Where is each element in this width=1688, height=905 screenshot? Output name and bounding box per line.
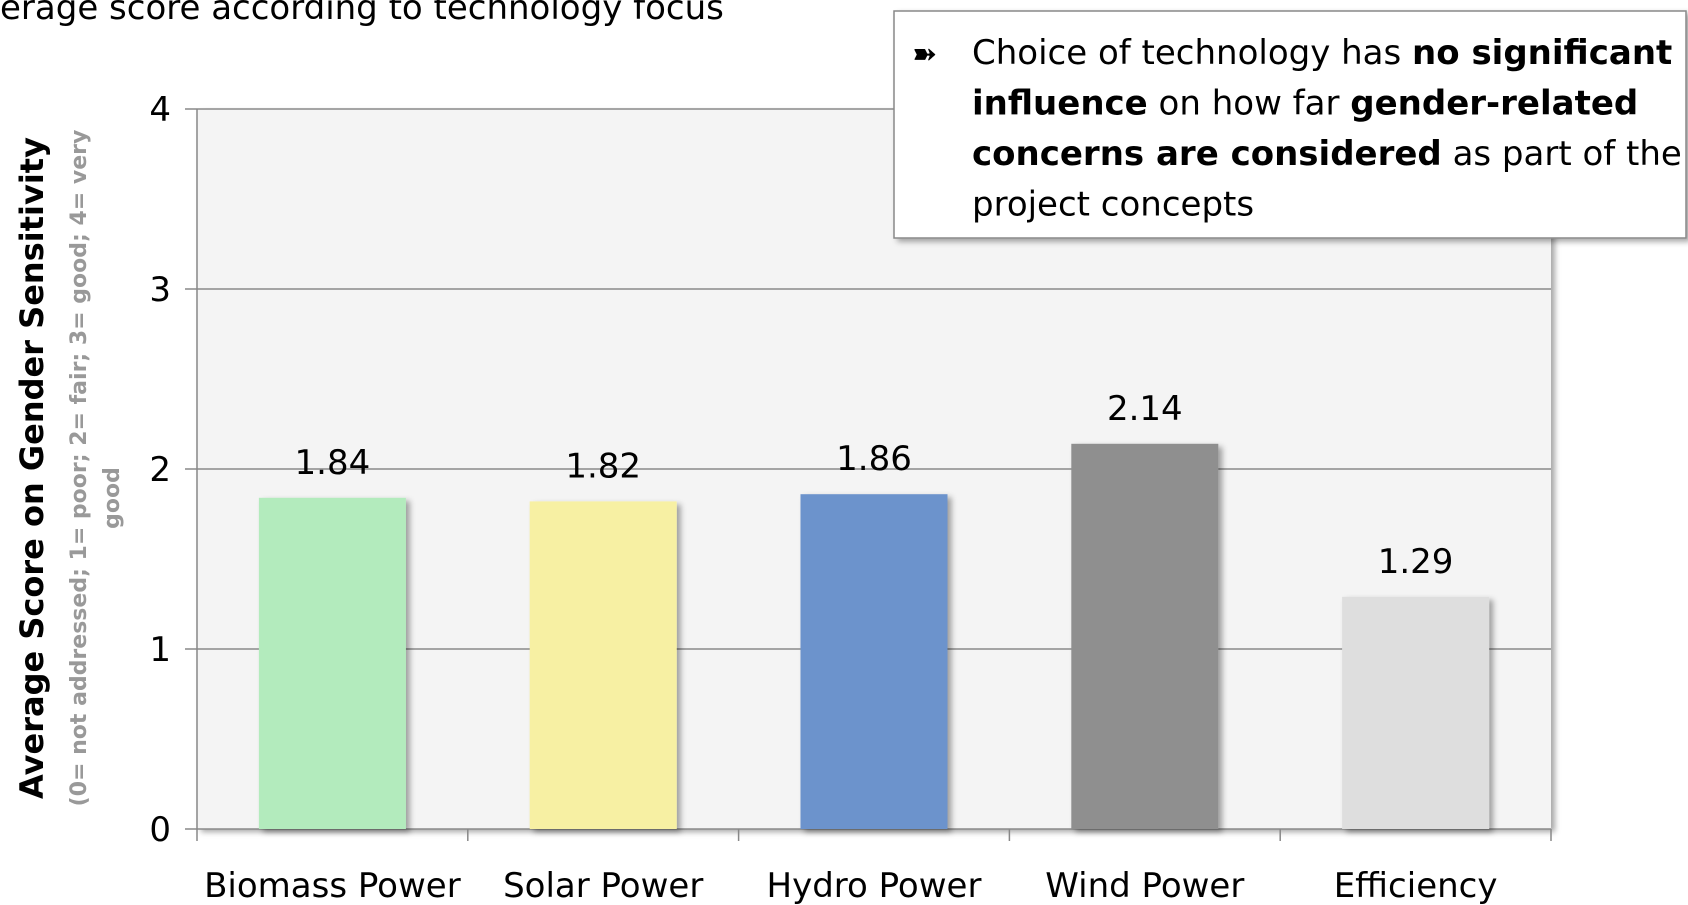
value-label: 1.29 xyxy=(1378,542,1454,582)
bar xyxy=(1342,596,1490,829)
x-tick-label: Efficiency xyxy=(1334,866,1498,905)
annotation-text: project concepts xyxy=(972,185,1254,225)
annotation-text: Choice of technology has xyxy=(972,33,1412,73)
annotation-text: no significant xyxy=(1412,33,1672,73)
value-label: 2.14 xyxy=(1107,389,1183,429)
bar xyxy=(258,497,406,829)
y-tick-label: 1 xyxy=(149,630,171,670)
annotation-text: on how far xyxy=(1148,84,1351,124)
annotation-text: concerns are considered xyxy=(972,134,1442,174)
y-tick-label: 4 xyxy=(149,90,171,130)
y-tick-label: 0 xyxy=(149,810,171,850)
annotation-text: influence xyxy=(972,84,1148,124)
x-tick-label: Wind Power xyxy=(1045,866,1244,905)
annotation-line: influence on how far gender-related xyxy=(972,84,1638,124)
annotation-line: Choice of technology has no significant xyxy=(972,33,1672,73)
annotation-text: gender-related xyxy=(1350,84,1638,124)
y-axis-sublabel: (0= not addressed; 1= poor; 2= fair; 3= … xyxy=(67,130,92,807)
value-label: 1.86 xyxy=(836,439,912,479)
annotation-bullet: ➽ xyxy=(912,37,937,72)
bar xyxy=(1071,443,1219,829)
y-tick-label: 3 xyxy=(149,270,171,310)
x-tick-label: Solar Power xyxy=(503,866,703,905)
annotation-box xyxy=(893,10,1687,239)
bar xyxy=(529,501,677,829)
y-axis-label: Average Score on Gender Sensitivity xyxy=(13,137,51,799)
annotation-line: project concepts xyxy=(972,185,1254,225)
annotation-text: as part of the xyxy=(1442,134,1682,174)
value-label: 1.82 xyxy=(565,446,641,486)
x-tick-label: Biomass Power xyxy=(204,866,461,905)
annotation-line: concerns are considered as part of the xyxy=(972,134,1682,174)
bar xyxy=(800,494,948,829)
value-label: 1.84 xyxy=(295,443,371,483)
y-tick-label: 2 xyxy=(149,450,171,490)
x-tick-label: Hydro Power xyxy=(767,866,982,905)
chart-title: erage score according to technology focu… xyxy=(0,0,724,28)
y-axis-sublabel: good xyxy=(100,467,125,529)
